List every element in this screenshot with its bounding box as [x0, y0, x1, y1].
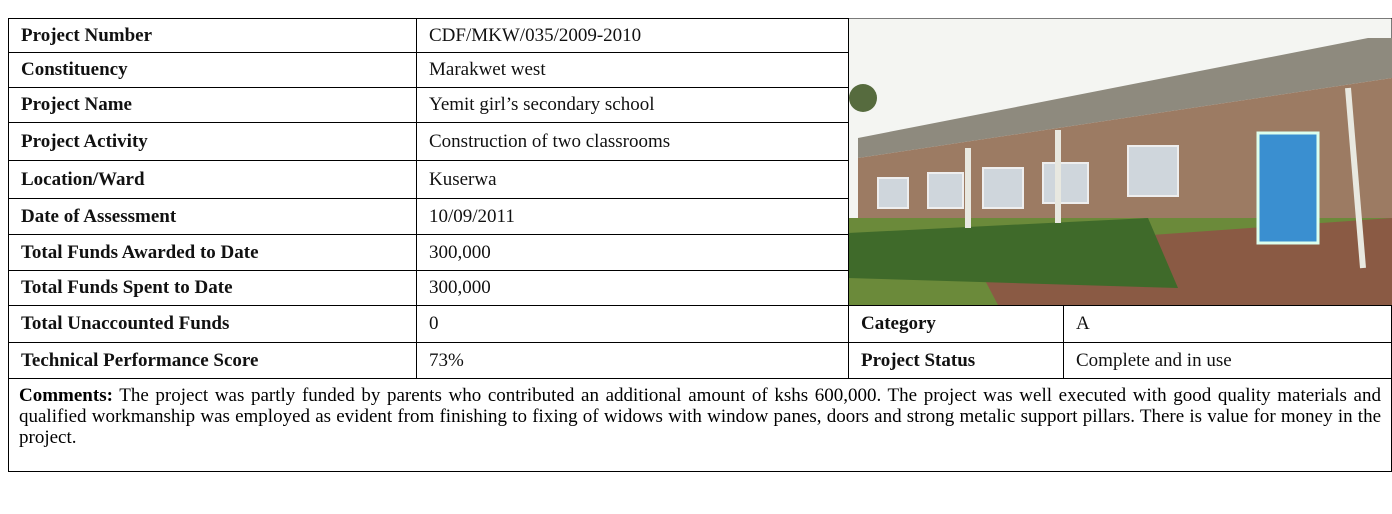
row-label: Total Funds Awarded to Date [8, 234, 417, 271]
row-label: Technical Performance Score [8, 342, 417, 379]
row-value: CDF/MKW/035/2009-2010 [416, 18, 849, 53]
row-value: 300,000 [416, 234, 849, 271]
side-value: A [1063, 305, 1392, 343]
document: Comments: The project was partly funded … [0, 0, 1392, 514]
side-label: Category [848, 305, 1064, 343]
comments: Comments: The project was partly funded … [8, 378, 1392, 472]
row-label: Total Funds Spent to Date [8, 270, 417, 306]
row-label: Project Name [8, 87, 417, 123]
row-value: 0 [416, 305, 849, 343]
row-label: Project Number [8, 18, 417, 53]
row-label: Project Activity [8, 122, 417, 161]
row-value: 300,000 [416, 270, 849, 306]
comments-label: Comments: [19, 385, 113, 406]
side-label: Project Status [848, 342, 1064, 379]
side-value: Complete and in use [1063, 342, 1392, 379]
row-value: Marakwet west [416, 52, 849, 88]
row-value: Kuserwa [416, 160, 849, 199]
comments-text: The project was partly funded by parents… [19, 385, 1381, 448]
page: {"rows":[ {"label":"Project Number","val… [0, 0, 1392, 514]
row-value: 10/09/2011 [416, 198, 849, 235]
row-value: 73% [416, 342, 849, 379]
row-label: Location/Ward [8, 160, 417, 199]
row-value: Construction of two classrooms [416, 122, 849, 161]
row-value: Yemit girl’s secondary school [416, 87, 849, 123]
row-label: Date of Assessment [8, 198, 417, 235]
row-label: Constituency [8, 52, 417, 88]
project-photo [848, 18, 1392, 305]
row-label: Total Unaccounted Funds [8, 305, 417, 343]
